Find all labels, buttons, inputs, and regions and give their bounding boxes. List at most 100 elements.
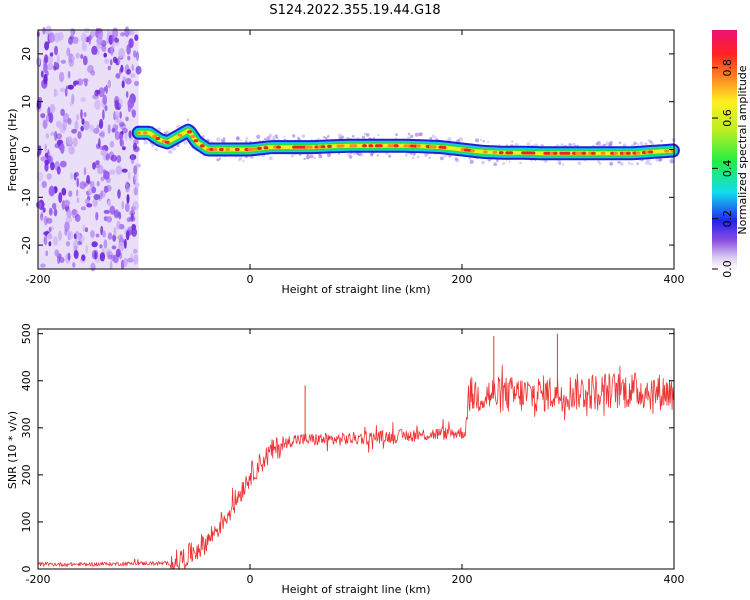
- noise-speckle: [133, 165, 138, 175]
- noise-speckle: [112, 56, 118, 63]
- noise-speckle: [117, 189, 121, 199]
- ridge-core-dot: [626, 151, 631, 155]
- noise-speckle: [103, 52, 107, 58]
- ridge-halo-speckle: [220, 138, 223, 141]
- noise-speckle: [133, 50, 137, 58]
- noise-speckle: [134, 80, 139, 87]
- ridge-halo-speckle: [361, 135, 365, 139]
- noise-speckle: [81, 42, 88, 51]
- noise-speckle: [117, 241, 125, 252]
- noise-speckle: [119, 234, 123, 243]
- spectrogram-x-label: Height of straight line (km): [281, 283, 430, 296]
- snr-x-label: Height of straight line (km): [281, 583, 430, 596]
- noise-speckle: [71, 128, 78, 134]
- ridge-halo-speckle: [655, 157, 660, 162]
- ridge-halo-speckle: [617, 161, 620, 164]
- noise-speckle: [48, 32, 55, 43]
- x-tick-label: -200: [26, 273, 51, 286]
- ridge-halo-speckle: [265, 138, 268, 141]
- noise-speckle: [121, 168, 128, 173]
- ridge-halo-speckle: [412, 152, 416, 156]
- ridge-halo-speckle: [431, 134, 435, 138]
- noise-speckle: [130, 73, 136, 78]
- ridge-halo-speckle: [407, 132, 411, 136]
- noise-speckle: [116, 155, 122, 163]
- noise-speckle: [59, 160, 67, 168]
- noise-speckle: [44, 143, 47, 152]
- noise-speckle: [111, 34, 115, 43]
- ridge-core-dot: [190, 134, 196, 138]
- noise-speckle: [69, 35, 74, 40]
- noise-speckle: [124, 238, 127, 249]
- noise-speckle: [65, 241, 71, 247]
- noise-speckle: [46, 63, 54, 71]
- ridge-halo-speckle: [598, 162, 602, 166]
- noise-speckle: [100, 190, 103, 200]
- noise-speckle: [86, 203, 93, 208]
- noise-speckle: [48, 112, 54, 124]
- ridge-halo-speckle: [256, 134, 261, 139]
- ridge-core-dot: [378, 144, 383, 148]
- noise-speckle: [46, 233, 53, 240]
- ridge-halo-speckle: [526, 142, 531, 147]
- ridge-halo-speckle: [404, 153, 408, 157]
- ridge-core-dot: [327, 144, 332, 148]
- noise-speckle: [56, 54, 60, 65]
- noise-speckle: [62, 119, 67, 131]
- noise-speckle: [101, 45, 107, 52]
- noise-speckle: [99, 244, 103, 249]
- ridge-halo-speckle: [627, 161, 631, 165]
- ridge-halo-speckle: [167, 150, 172, 154]
- noise-speckle: [70, 172, 74, 180]
- ridge-halo-speckle: [318, 154, 323, 159]
- ridge-halo-speckle: [242, 159, 245, 163]
- ridge-halo-speckle: [268, 133, 273, 138]
- ridge-halo-speckle: [313, 156, 316, 160]
- noise-speckle: [122, 146, 126, 151]
- noise-speckle: [74, 171, 80, 177]
- ridge-halo-speckle: [645, 161, 649, 165]
- noise-speckle: [132, 201, 139, 211]
- noise-speckle: [48, 226, 52, 233]
- noise-speckle: [103, 185, 109, 193]
- noise-speckle: [90, 70, 96, 76]
- ridge-halo-speckle: [245, 156, 248, 159]
- ridge-halo-speckle: [633, 141, 637, 145]
- ridge-core-dot: [142, 131, 148, 135]
- noise-speckle: [76, 197, 80, 204]
- noise-speckle: [84, 198, 90, 205]
- noise-speckle: [131, 64, 134, 71]
- noise-speckle: [125, 183, 130, 193]
- ridge-core-dot: [187, 130, 193, 134]
- noise-speckle: [83, 167, 87, 176]
- ridge-core-dot: [470, 149, 475, 153]
- noise-speckle: [84, 80, 88, 87]
- noise-speckle: [102, 109, 105, 120]
- y-tick-label: 0: [20, 566, 33, 573]
- y-tick-label: 500: [20, 323, 33, 344]
- noise-speckle: [50, 226, 55, 231]
- noise-speckle: [52, 202, 57, 210]
- noise-speckle: [135, 163, 141, 168]
- noise-speckle: [115, 165, 123, 175]
- noise-speckle: [135, 65, 142, 75]
- ridge-core-dot: [613, 151, 619, 155]
- noise-speckle: [53, 32, 61, 43]
- noise-speckle: [126, 217, 132, 223]
- ridge-halo-speckle: [481, 160, 485, 165]
- ridge-halo-speckle: [372, 137, 375, 140]
- ridge-halo-speckle: [357, 152, 361, 156]
- noise-speckle: [46, 173, 52, 180]
- ridge-halo-speckle: [424, 153, 428, 157]
- noise-speckle: [124, 202, 130, 212]
- noise-speckle: [49, 52, 54, 57]
- noise-speckle: [84, 227, 88, 233]
- noise-speckle: [75, 52, 80, 59]
- noise-speckle: [107, 124, 111, 135]
- ridge-halo-speckle: [562, 163, 565, 166]
- noise-speckle: [73, 233, 77, 240]
- ridge-core-dot: [234, 147, 240, 152]
- noise-speckle: [83, 111, 87, 118]
- ridge-halo-speckle: [307, 154, 311, 159]
- noise-speckle: [115, 248, 121, 258]
